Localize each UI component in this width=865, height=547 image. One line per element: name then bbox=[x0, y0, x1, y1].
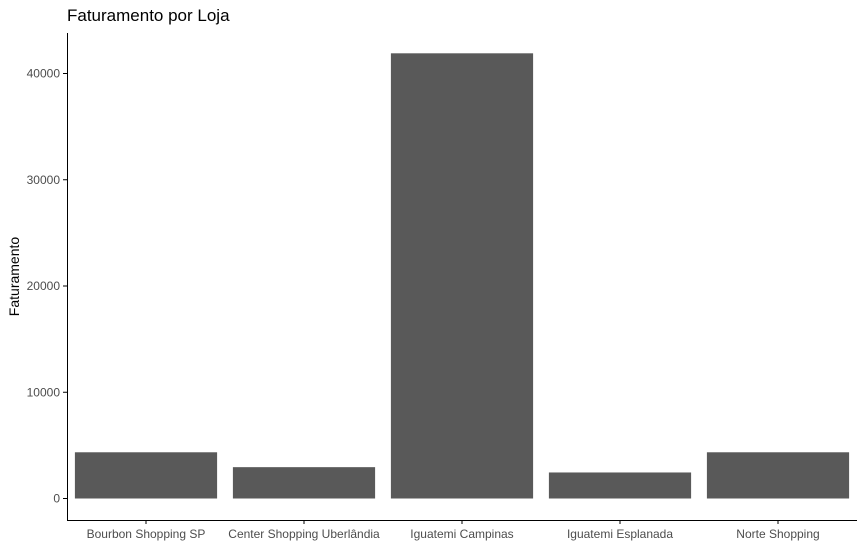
labels-layer: Bourbon Shopping SP Center Shopping Uberl… bbox=[27, 67, 820, 542]
x-tick-label: Iguatemi Campinas bbox=[410, 527, 513, 541]
bar-2 bbox=[232, 467, 376, 499]
bar-1 bbox=[74, 452, 218, 499]
y-tick-label: 20000 bbox=[27, 279, 61, 293]
x-tick-label: Norte Shopping bbox=[736, 527, 819, 541]
y-tick-label: 10000 bbox=[27, 385, 61, 399]
bar-5 bbox=[706, 452, 850, 499]
y-axis-title: Faturamento bbox=[6, 237, 22, 317]
chart-title: Faturamento por Loja bbox=[67, 6, 230, 25]
x-tick-label: Bourbon Shopping SP bbox=[87, 527, 206, 541]
x-tick-label: Center Shopping Uberlândia bbox=[228, 527, 380, 541]
axes-layer bbox=[63, 33, 857, 524]
bars-layer bbox=[74, 53, 850, 499]
x-tick-label: Iguatemi Esplanada bbox=[567, 527, 673, 541]
y-tick-label: 30000 bbox=[27, 173, 61, 187]
y-tick-label: 40000 bbox=[27, 67, 61, 81]
bar-3 bbox=[390, 53, 534, 499]
y-tick-label: 0 bbox=[53, 492, 60, 506]
bar-4 bbox=[548, 472, 692, 499]
